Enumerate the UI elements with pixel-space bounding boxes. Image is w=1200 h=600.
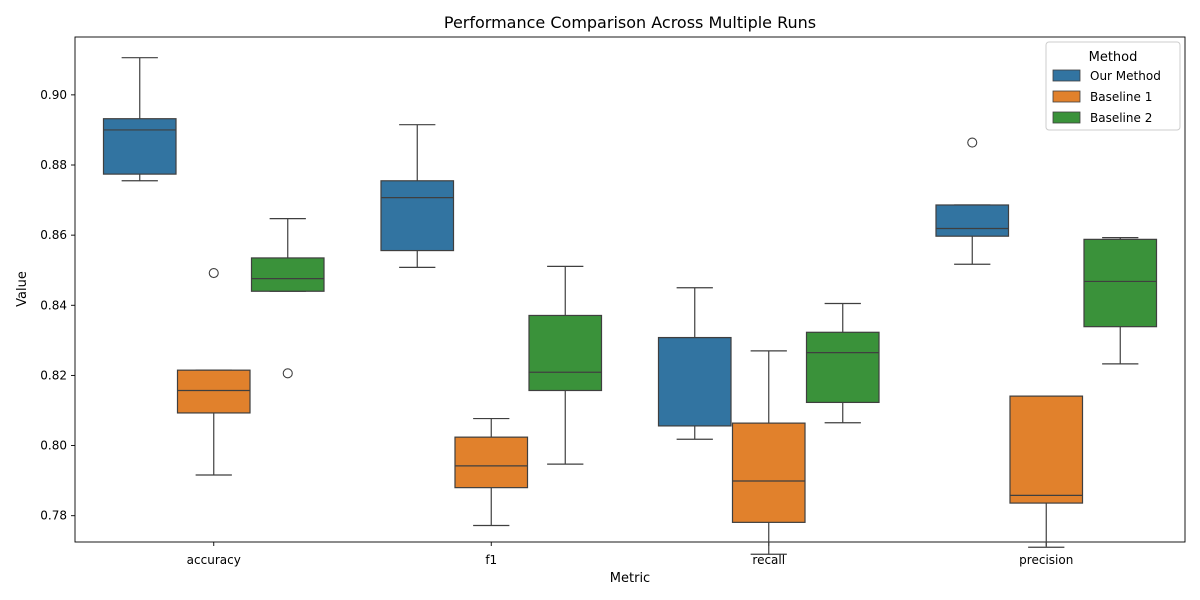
legend-label-our-method: Our Method — [1090, 69, 1161, 83]
box-our-method-recall-iqr — [657, 336, 732, 427]
box-baseline-1-recall-iqr — [731, 422, 806, 523]
box-baseline-2-precision-iqr — [1083, 238, 1158, 328]
box-baseline-2-accuracy-iqr — [250, 257, 325, 292]
legend-swatch-baseline-1 — [1052, 90, 1081, 103]
legend-swatch-our-method — [1052, 69, 1081, 82]
y-tick-label: 0.80 — [40, 439, 67, 453]
x-tick-label: accuracy — [187, 553, 241, 567]
legend-frame — [1045, 41, 1181, 131]
x-tick-label: precision — [1019, 553, 1073, 567]
legend: Method Our Method Baseline 1 Baseline 2 — [1045, 41, 1181, 131]
y-tick-label: 0.84 — [40, 298, 67, 312]
box-baseline-2-recall-iqr — [805, 331, 880, 404]
x-tick-label: recall — [752, 553, 785, 567]
y-tick-label: 0.90 — [40, 88, 67, 102]
box-baseline-1-accuracy-iqr — [176, 369, 251, 414]
box-our-method-f1-iqr — [380, 180, 455, 252]
y-tick-label: 0.88 — [40, 158, 67, 172]
plot-area: 0.78 0.80 0.82 0.84 0.86 0.88 0.90 accuracy f1 re… — [40, 36, 1186, 567]
chart-title: Performance Comparison Across Multiple R… — [444, 13, 816, 32]
y-tick-label: 0.86 — [40, 228, 67, 242]
legend-label-baseline-1: Baseline 1 — [1090, 90, 1152, 104]
box-our-method-precision-iqr — [935, 204, 1010, 237]
box-baseline-2-f1-iqr — [528, 314, 603, 392]
box-baseline-1-f1-iqr — [454, 436, 529, 489]
box-baseline-1-accuracy-outlier — [208, 267, 219, 279]
y-axis-label: Value — [15, 271, 30, 307]
legend-label-baseline-2: Baseline 2 — [1090, 111, 1152, 125]
x-tick-label: f1 — [485, 553, 497, 567]
box-our-method-accuracy-iqr — [102, 118, 177, 175]
legend-title: Method — [1089, 50, 1138, 65]
y-tick-label: 0.82 — [40, 368, 67, 382]
box-baseline-1-precision-iqr — [1009, 395, 1084, 504]
x-axis-label: Metric — [610, 571, 650, 586]
plot-frame — [74, 36, 1186, 543]
box-baseline-2-accuracy-outlier — [282, 368, 293, 379]
y-tick-label: 0.78 — [40, 509, 67, 523]
legend-swatch-baseline-2 — [1052, 111, 1081, 124]
box-our-method-precision-outlier — [967, 137, 978, 148]
